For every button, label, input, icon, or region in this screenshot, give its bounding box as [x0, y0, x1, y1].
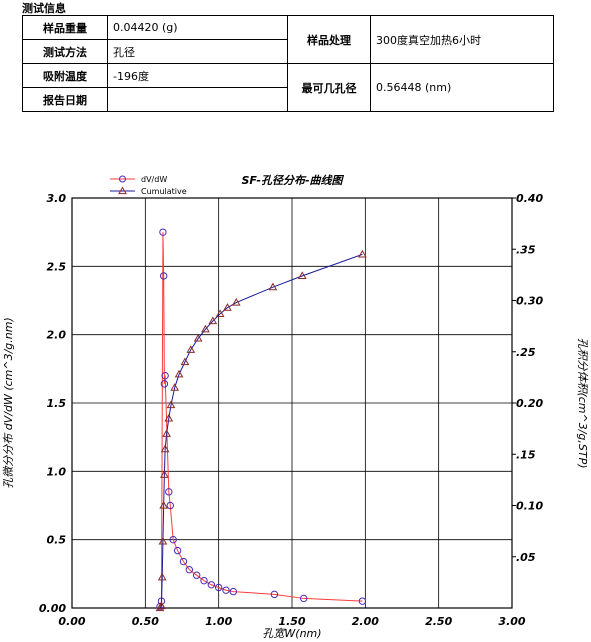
cumulative-point: [157, 572, 167, 581]
dvdw-point: [222, 586, 230, 594]
label-most-probable-pore: 最可几孔径: [287, 63, 371, 112]
value-adsorption-temp: -196度: [107, 63, 288, 88]
legend-marker-cumulative: [118, 186, 127, 195]
y-axis-title: 孔微分分布 dV/dW (cm^3/g.nm): [2, 317, 15, 489]
cumulative-point: [180, 357, 190, 366]
y2-tick-label: 0.10: [516, 500, 543, 513]
label-sample-weight: 样品重量: [22, 15, 108, 40]
y2-tick-label: .35: [516, 243, 536, 256]
dvdw-point: [159, 272, 168, 280]
y-tick-label: 2.5: [47, 260, 67, 273]
dvdw-point: [358, 597, 367, 605]
dvdw-point: [192, 571, 201, 579]
value-most-probable-pore: 0.56448 (nm): [370, 63, 554, 112]
x-tick-label: 3.00: [498, 615, 525, 628]
dvdw-point: [179, 557, 188, 566]
x-tick-label: 2.00: [352, 615, 379, 628]
cumulative-point: [186, 345, 196, 353]
label-adsorption-temp: 吸附温度: [22, 63, 108, 88]
series-line-1: [159, 253, 363, 609]
y-tick-label: 1.0: [47, 465, 67, 478]
cumulative-point: [358, 249, 367, 258]
dvdw-point: [207, 581, 216, 589]
value-report-date: [107, 87, 288, 112]
sample-info-table: 样品重量 0.04420 (g) 样品处理 300度真空加热6小时 测试方法 孔…: [22, 15, 554, 112]
series-line-0: [159, 232, 363, 607]
cumulative-point: [268, 282, 278, 291]
x-tick-label: 2.50: [425, 615, 452, 628]
cumulative-point: [166, 400, 176, 409]
dvdw-point: [173, 546, 182, 555]
legend-marker-dvdw: [119, 175, 126, 183]
cumulative-point: [159, 500, 169, 509]
cumulative-point: [208, 316, 218, 325]
chart-title: SF-孔径分布-曲线图: [241, 174, 344, 187]
info-section-title: 测试信息: [22, 2, 66, 15]
cumulative-point: [170, 383, 180, 391]
legend-label-dvdw: dV/dW: [141, 175, 167, 184]
x-axis-title: 孔宽W(nm): [262, 627, 321, 640]
cumulative-point: [231, 298, 241, 306]
dvdw-point: [159, 228, 167, 236]
y-tick-label: 3.0: [47, 192, 67, 205]
dvdw-point: [185, 566, 194, 574]
cumulative-point: [201, 324, 210, 333]
y2-tick-label: 0.30: [516, 295, 543, 308]
cumulative-point: [223, 303, 232, 311]
label-report-date: 报告日期: [22, 87, 108, 112]
x-tick-label: 0.00: [58, 615, 85, 628]
y-tick-label: 1.5: [47, 397, 67, 410]
cumulative-point: [215, 309, 225, 317]
y-tick-label-origin: 0.00: [39, 602, 66, 615]
y-tick-label: 2.0: [47, 329, 67, 342]
y-tick-label: 0.5: [47, 534, 67, 547]
y2-tick-label: 0.20: [516, 397, 543, 410]
y2-tick-label: .25: [516, 346, 536, 359]
dvdw-point: [270, 590, 279, 599]
value-sample-treatment: 300度真空加热6小时: [370, 15, 554, 64]
cumulative-point: [297, 271, 307, 280]
dvdw-point: [169, 535, 177, 544]
dvdw-point: [156, 602, 164, 611]
cumulative-point: [174, 369, 184, 378]
dvdw-point: [161, 371, 169, 380]
dvdw-point: [214, 583, 223, 592]
cumulative-point: [160, 444, 170, 453]
y2-tick-label: .15: [516, 448, 536, 461]
dvdw-point: [300, 594, 308, 603]
y2-tick-label: 0.40: [516, 192, 543, 205]
cumulative-point: [158, 536, 168, 545]
x-tick-label: 0.50: [132, 615, 159, 628]
legend-label-cumulative: Cumulative: [141, 187, 187, 196]
cumulative-point: [157, 601, 166, 610]
dvdw-point: [160, 380, 169, 388]
dvdw-point: [200, 576, 208, 585]
y2-tick-label: .05: [516, 551, 536, 564]
x-tick-label: 1.50: [278, 615, 305, 628]
label-sample-treatment: 样品处理: [287, 15, 371, 64]
cumulative-point: [193, 333, 203, 342]
dvdw-point: [229, 587, 238, 596]
dvdw-point: [166, 501, 174, 510]
cumulative-point: [164, 413, 174, 422]
dvdw-point: [165, 488, 173, 496]
cumulative-point: [162, 429, 171, 437]
x-tick-label: 1.00: [205, 615, 232, 628]
cumulative-point: [160, 470, 169, 478]
y2-axis-title: 孔积分体积(cm^3/g,STP): [576, 337, 589, 468]
